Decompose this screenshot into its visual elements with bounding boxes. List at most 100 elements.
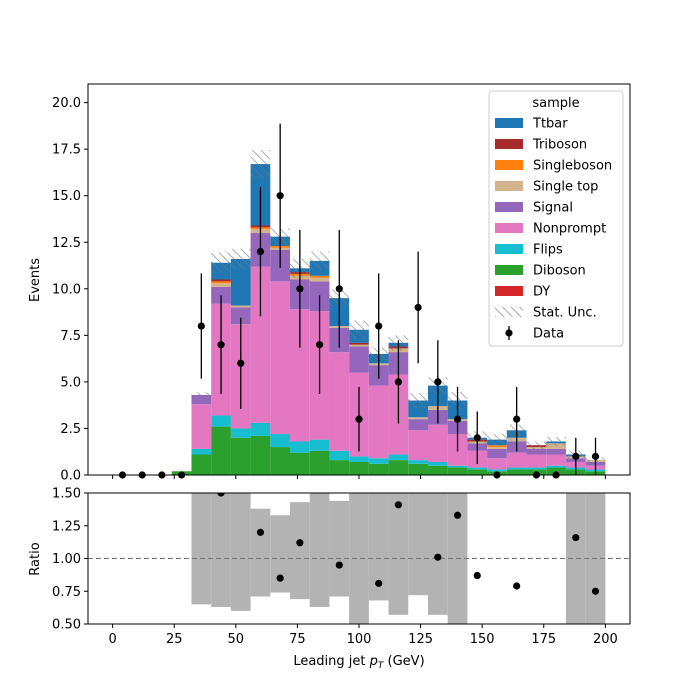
stat-unc-12 (349, 320, 369, 340)
legend-entry-single-top: Single top (495, 180, 598, 195)
bar-nonprompt-20 (506, 452, 527, 468)
bar-signal-12 (349, 346, 369, 373)
bar-single-top-12 (349, 344, 369, 347)
bar-flips-4 (191, 448, 212, 455)
xtick-label: 150 (470, 632, 495, 647)
ratio-ytick-label: 1.00 (52, 552, 81, 567)
bar-singleboson-19 (487, 445, 507, 448)
legend-label: Singleboson (533, 159, 612, 174)
ratio-point-6 (394, 501, 403, 509)
bar-diboson-6 (230, 437, 251, 475)
bar-flips-22 (546, 465, 566, 468)
xtick-label: 175 (531, 632, 556, 647)
legend-entry-ttbar: Ttbar (495, 117, 568, 132)
ratio-point-8 (453, 511, 462, 519)
bar-singleboson-5 (211, 281, 231, 284)
bar-flips-17 (447, 465, 468, 468)
legend-entry-diboson: Diboson (495, 264, 586, 279)
legend-swatch (495, 307, 523, 317)
stacked-histogram (171, 164, 606, 475)
data-point-8 (276, 192, 284, 200)
bar-signal-21 (526, 448, 547, 455)
ratio-x-axis: 0 25 50 75 100 125 150 175 200 (108, 624, 618, 647)
bar-diboson-9 (290, 452, 310, 475)
legend: sample Ttbar Triboson Singleboson Single top… (488, 90, 624, 347)
bar-nonprompt-13 (368, 385, 389, 459)
bar-nonprompt-15 (408, 430, 428, 461)
legend-entry-flips: Flips (495, 243, 563, 258)
stat-unc-4 (191, 392, 212, 398)
ratio-point-7 (434, 553, 442, 561)
legend-label: Stat. Unc. (533, 306, 597, 321)
legend-swatch (495, 139, 523, 149)
legend-label: Single top (533, 180, 598, 195)
bar-diboson-14 (388, 460, 409, 475)
bar-diboson-10 (309, 450, 330, 475)
data-point-14 (394, 378, 403, 386)
bar-signal-22 (546, 448, 566, 455)
xtick-label: 125 (408, 632, 433, 647)
ratio-band-15 (408, 493, 428, 596)
data-point-7 (256, 247, 265, 256)
ratio-point-10 (513, 582, 521, 590)
legend-label: Ttbar (532, 117, 568, 132)
data-point-6 (237, 359, 245, 367)
xtick-label: 50 (228, 632, 245, 647)
legend-swatch (495, 160, 523, 170)
main-x-ticks (112, 475, 606, 479)
ratio-band-23 (565, 493, 586, 624)
ratio-band-12 (349, 493, 369, 624)
ratio-band-4 (191, 493, 212, 605)
ratio-points (217, 493, 600, 595)
stat-unc-5 (211, 252, 231, 273)
main-ytick-label: 2.5 (60, 422, 81, 437)
bar-flips-12 (349, 456, 369, 462)
main-ytick-label: 7.5 (60, 329, 81, 344)
ratio-point-11 (572, 533, 580, 542)
bar-diboson-8 (270, 447, 291, 475)
bar-signal-5 (211, 286, 231, 304)
bar-nonprompt-16 (427, 424, 448, 462)
bar-triboson-12 (349, 342, 369, 345)
ratio-band-14 (388, 493, 409, 615)
ratio-ytick-label: 0.75 (52, 585, 81, 600)
bar-flips-21 (526, 467, 547, 470)
legend-entry-signal: Signal (495, 201, 573, 216)
ratio-point-1 (256, 528, 265, 536)
data-point-5 (217, 341, 225, 349)
ratio-band-6 (230, 493, 251, 611)
x-axis-label: Leading jet pT (GeV) (293, 654, 424, 671)
ratio-ytick-label: 1.50 (52, 487, 81, 502)
legend-label: Triboson (532, 138, 587, 153)
main-ytick-label: 0.0 (60, 469, 81, 484)
ratio-point-12 (591, 587, 600, 595)
bar-nonprompt-11 (329, 352, 350, 451)
bar-diboson-15 (408, 463, 428, 475)
data-point-18 (473, 434, 481, 442)
bar-diboson-17 (447, 467, 468, 475)
data-point-24 (591, 452, 600, 460)
bar-ttbar-6 (230, 259, 251, 306)
bar-diboson-22 (546, 467, 566, 475)
data-point-17 (453, 415, 462, 423)
xtick-label: 25 (166, 632, 183, 647)
xtick-label: 0 (108, 632, 116, 647)
legend-title: sample (532, 96, 579, 111)
legend-label: Nonprompt (533, 222, 606, 237)
bar-single-top-10 (309, 277, 330, 282)
bar-nonprompt-9 (290, 309, 310, 442)
bar-flips-9 (290, 441, 310, 453)
ratio-band-7 (250, 508, 271, 597)
bar-flips-6 (230, 428, 251, 438)
ratio-band-11 (329, 500, 350, 597)
legend-label: Diboson (533, 264, 586, 279)
data-point-23 (572, 452, 580, 460)
data-point-4 (197, 322, 205, 330)
data-point-16 (434, 378, 442, 386)
legend-swatch (495, 286, 523, 296)
bar-diboson-13 (368, 463, 389, 475)
legend-label: Flips (533, 243, 563, 258)
legend-entry-stat-unc-: Stat. Unc. (495, 306, 597, 321)
bar-single-top-15 (408, 417, 428, 420)
